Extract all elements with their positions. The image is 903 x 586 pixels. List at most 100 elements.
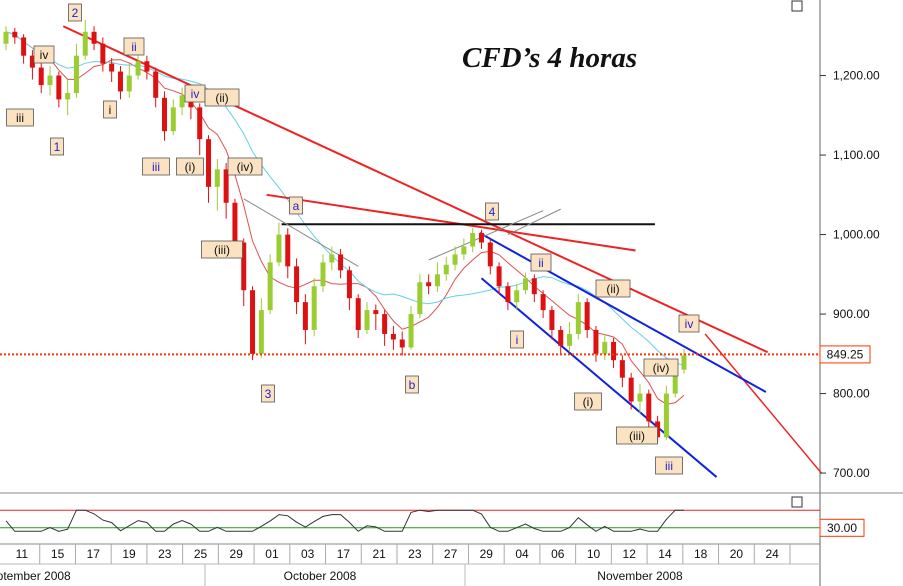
wave-label-box [68,3,82,22]
maximize-icon[interactable] [791,0,803,12]
date-tick-label: 03 [301,547,315,561]
trendline-red-steep [704,333,822,474]
wave-label: (ii) [204,88,240,107]
price-panel [0,0,820,492]
candle-body [461,246,467,255]
x-axis: 11 15 17 19 23 25 29 01 03 17 21 23 27 29 04 06 10 12 14 18… [0,547,779,583]
wave-label: (ii) [595,279,631,298]
wave-label: iii [655,456,683,475]
wave-label: iii [6,108,34,127]
candle-body [21,37,27,56]
wave-label-box [485,202,499,221]
wave-label-box [201,240,243,259]
trend-lines [62,25,822,478]
wave-label-box [655,456,683,475]
y-tick-label: 700.00 [833,466,870,480]
date-tick-label: 14 [658,547,672,561]
candle-body [558,329,564,346]
date-tick-label: 23 [408,547,422,561]
candle-body [399,339,405,348]
wave-label: (i) [574,392,602,411]
wave-label-text: i [109,103,112,117]
candle-body [478,232,484,243]
candle-body [523,278,529,291]
wave-label-box [574,392,602,411]
candle-body [567,333,573,346]
wave-label-box [616,426,658,445]
wave-label: (iii) [201,240,243,259]
month-label: September 2008 [0,569,71,583]
candle-body [3,31,9,44]
candle-body [584,302,590,330]
candle-body [206,139,212,187]
wave-label-text: b [409,378,416,392]
date-tick-label: 21 [372,547,386,561]
candle-body [197,107,203,140]
candle-body [329,254,335,263]
wave-label-text: iv [191,87,200,101]
chart-title: CFD’s 4 horas [462,42,637,74]
candle-body [232,202,238,243]
indicator-line [5,509,684,532]
wave-label-text: i [516,333,519,347]
current-price-box [819,345,871,364]
wave-label-box [261,384,275,403]
wave-label: (iv) [643,358,679,377]
candle-body [12,31,18,38]
candle-body [637,393,643,402]
candle-body [161,97,167,132]
wave-label-text: iii [152,160,160,174]
channel-upper [479,232,767,393]
wave-label-box [33,45,55,64]
candle-body [311,286,317,330]
y-axis: 1,200.00 1,100.00 1,000.00 900.00 800.00 700.… [820,69,880,480]
candle-body [144,61,150,72]
wave-label-text: iv [685,317,694,331]
date-tick-label: 23 [158,547,172,561]
candle-body [575,302,581,334]
date-tick-label: 29 [480,547,494,561]
wave-label: iv [184,84,206,103]
month-label: October 2008 [284,569,357,583]
indicator-level-label: 30.00 [827,521,857,535]
wave-label-box [643,358,679,377]
date-tick-label: 11 [16,547,29,561]
maximize-indicator-icon[interactable] [791,496,803,508]
date-tick-label: 18 [694,547,708,561]
candle-body [611,341,617,361]
wave-label-text: (i) [185,160,196,174]
wave-label-box [595,279,631,298]
candle-body [373,310,379,315]
wave-label-text: 1 [54,140,61,154]
wave-label: b [405,375,419,394]
candle-body [619,360,625,378]
candle-body [65,93,71,100]
wave-label-text: iii [665,459,673,473]
candle-body [241,242,247,291]
wave-label: (iv) [227,157,263,176]
wave-label-text: (iv) [653,361,670,375]
wave-label-text: a [293,199,300,213]
wave-label-box [142,157,170,176]
candle-body [47,75,53,86]
candle-body [514,290,520,303]
date-tick-label: 24 [765,547,779,561]
wave-label: 1 [50,137,64,156]
candle-body [82,31,88,56]
wave-label-text: iii [16,111,24,125]
candle-body [346,270,352,299]
wave-label-box [678,314,700,333]
month-label: November 2008 [597,569,683,583]
wave-label: 4 [485,202,499,221]
candle-body [443,264,449,275]
candle-body [153,71,159,98]
wave-label-box [510,330,524,349]
candle-body [214,169,220,187]
candle-body [531,278,537,295]
wave-label-box [50,137,64,156]
candle-body [417,282,423,315]
candle-body [170,107,176,132]
date-tick-label: 12 [623,547,637,561]
trendline-red-main [62,25,769,354]
